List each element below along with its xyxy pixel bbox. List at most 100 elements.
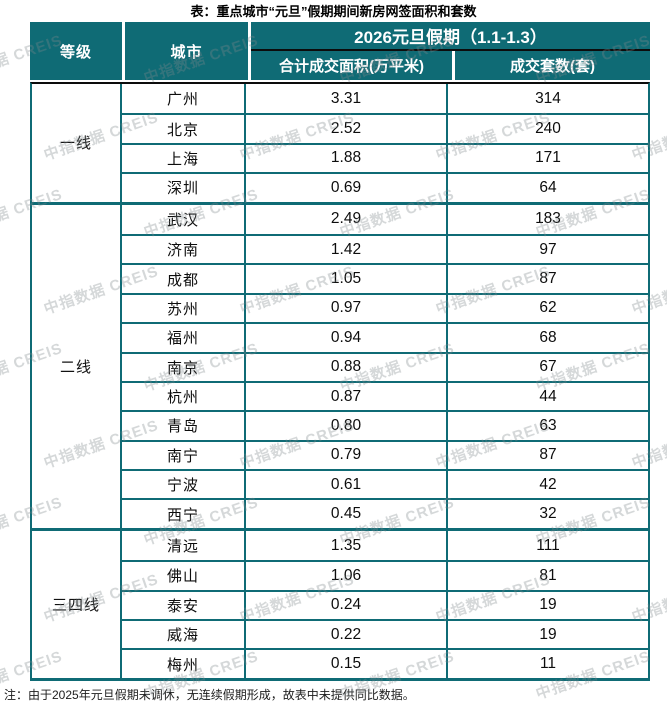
cell-units: 19 [539, 625, 557, 643]
table-row: 清远 1.35 111 [122, 530, 648, 561]
header-area: 合计成交面积(万平米) [279, 58, 424, 75]
tier-rows: 清远 1.35 111 佛山 1.06 81 泰安 0.24 19 威海 0.22 19 梅州 0.15 1… [122, 530, 648, 678]
cell-units: 11 [539, 655, 557, 673]
cell-city: 梅州 [122, 650, 246, 678]
table-row: 武汉 2.49 183 [122, 204, 648, 234]
cell-units: 32 [539, 505, 557, 523]
tier-label: 一线 [32, 84, 122, 202]
cell-city: 苏州 [122, 294, 246, 323]
cell-area: 3.31 [246, 84, 448, 114]
cell-area: 0.87 [246, 382, 448, 411]
cell-units: 87 [539, 270, 557, 288]
header-units: 成交套数(套) [452, 51, 650, 80]
cell-city: 南京 [122, 353, 246, 381]
table-row: 佛山 1.06 81 [122, 560, 648, 590]
cell-city: 广州 [122, 84, 246, 114]
cell-city: 北京 [122, 115, 246, 143]
cell-city: 成都 [122, 265, 246, 293]
cell-units: 81 [539, 566, 557, 584]
data-table: 等级 城市 2026元旦假期（1.1-1.3） 合计成交面积(万平米) 成交套数… [30, 22, 650, 681]
table-row: 泰安 0.24 19 [122, 589, 648, 620]
cell-city: 福州 [122, 324, 246, 352]
cell-area: 1.88 [246, 144, 448, 173]
cell-area: 0.22 [246, 621, 448, 649]
tier-group: 二线 武汉 2.49 183 济南 1.42 97 成都 1.05 87 苏州 0.97 62 福州 0.9… [32, 201, 648, 528]
cell-units: 87 [539, 446, 557, 464]
table-row: 南宁 0.79 87 [122, 439, 648, 470]
cell-units: 183 [535, 210, 561, 228]
header-period: 2026元旦假期（1.1-1.3） [251, 22, 650, 51]
cell-area: 0.97 [246, 294, 448, 323]
cell-units: 314 [535, 89, 561, 107]
table-row: 广州 3.31 314 [122, 84, 648, 114]
table-row: 北京 2.52 240 [122, 113, 648, 143]
cell-area: 1.05 [246, 265, 448, 293]
tier-rows: 武汉 2.49 183 济南 1.42 97 成都 1.05 87 苏州 0.97 62 福州 0.94 6… [122, 204, 648, 528]
cell-area: 0.69 [246, 174, 448, 202]
cell-city: 威海 [122, 621, 246, 649]
header-subrow: 合计成交面积(万平米) 成交套数(套) [251, 51, 650, 80]
cell-area: 0.88 [246, 353, 448, 381]
tier-rows: 广州 3.31 314 北京 2.52 240 上海 1.88 171 深圳 0.69 64 [122, 84, 648, 202]
table-row: 杭州 0.87 44 [122, 380, 648, 411]
footnote: 注：由于2025年元旦假期未调休，无连续假期形成，故表中未提供同比数据。 [4, 687, 415, 702]
cell-city: 泰安 [122, 591, 246, 620]
table-row: 深圳 0.69 64 [122, 172, 648, 202]
cell-area: 0.15 [246, 650, 448, 678]
cell-units: 171 [535, 149, 561, 167]
header-level: 等级 [59, 43, 92, 61]
cell-area: 0.61 [246, 471, 448, 499]
cell-units: 97 [539, 240, 557, 258]
table-row: 西宁 0.45 32 [122, 498, 648, 528]
cell-units: 68 [539, 328, 557, 346]
cell-area: 0.94 [246, 324, 448, 352]
cell-area: 1.35 [246, 530, 448, 561]
cell-units: 62 [539, 299, 557, 317]
table-row: 威海 0.22 19 [122, 619, 648, 649]
table-row: 南京 0.88 67 [122, 351, 648, 381]
cell-units: 44 [539, 387, 557, 405]
cell-units: 63 [539, 416, 557, 434]
cell-city: 济南 [122, 235, 246, 264]
cell-city: 佛山 [122, 562, 246, 590]
cell-area: 2.49 [246, 204, 448, 234]
cell-city: 杭州 [122, 382, 246, 411]
cell-area: 0.24 [246, 591, 448, 620]
cell-area: 2.52 [246, 115, 448, 143]
cell-area: 1.42 [246, 235, 448, 264]
table-row: 福州 0.94 68 [122, 322, 648, 352]
table-row: 上海 1.88 171 [122, 142, 648, 173]
cell-units: 111 [536, 536, 560, 554]
cell-city: 宁波 [122, 471, 246, 499]
tier-group: 三四线 清远 1.35 111 佛山 1.06 81 泰安 0.24 19 威海 0.22 19 梅州 0.… [32, 527, 648, 678]
page-title: 表：重点城市“元旦”假期期间新房网签面积和套数 [190, 4, 477, 19]
table-row: 济南 1.42 97 [122, 233, 648, 264]
cell-units: 240 [535, 120, 561, 138]
table-row: 成都 1.05 87 [122, 263, 648, 293]
tier-group: 一线 广州 3.31 314 北京 2.52 240 上海 1.88 171 深圳 0.69 64 [32, 84, 648, 202]
header-period-group: 2026元旦假期（1.1-1.3） 合计成交面积(万平米) 成交套数(套) [248, 22, 650, 80]
cell-area: 0.80 [246, 412, 448, 440]
cell-city: 南宁 [122, 441, 246, 470]
cell-units: 19 [539, 596, 557, 614]
table-row: 青岛 0.80 63 [122, 410, 648, 440]
table-header: 等级 城市 2026元旦假期（1.1-1.3） 合计成交面积(万平米) 成交套数… [30, 22, 650, 80]
cell-city: 深圳 [122, 174, 246, 202]
cell-city: 西宁 [122, 500, 246, 528]
tier-label: 二线 [32, 204, 122, 528]
table-row: 苏州 0.97 62 [122, 292, 648, 323]
table-row: 宁波 0.61 42 [122, 469, 648, 499]
cell-units: 64 [539, 178, 557, 196]
cell-area: 0.45 [246, 500, 448, 528]
cell-city: 上海 [122, 144, 246, 173]
table-body: 一线 广州 3.31 314 北京 2.52 240 上海 1.88 171 深圳 0.69 64 二线武… [30, 82, 650, 681]
tier-label: 三四线 [32, 530, 122, 678]
cell-units: 42 [539, 475, 557, 493]
cell-area: 0.79 [246, 441, 448, 470]
table-row: 梅州 0.15 11 [122, 648, 648, 678]
header-city: 城市 [122, 22, 248, 80]
cell-city: 武汉 [122, 204, 246, 234]
cell-city: 青岛 [122, 412, 246, 440]
cell-area: 1.06 [246, 562, 448, 590]
cell-units: 67 [539, 358, 557, 376]
